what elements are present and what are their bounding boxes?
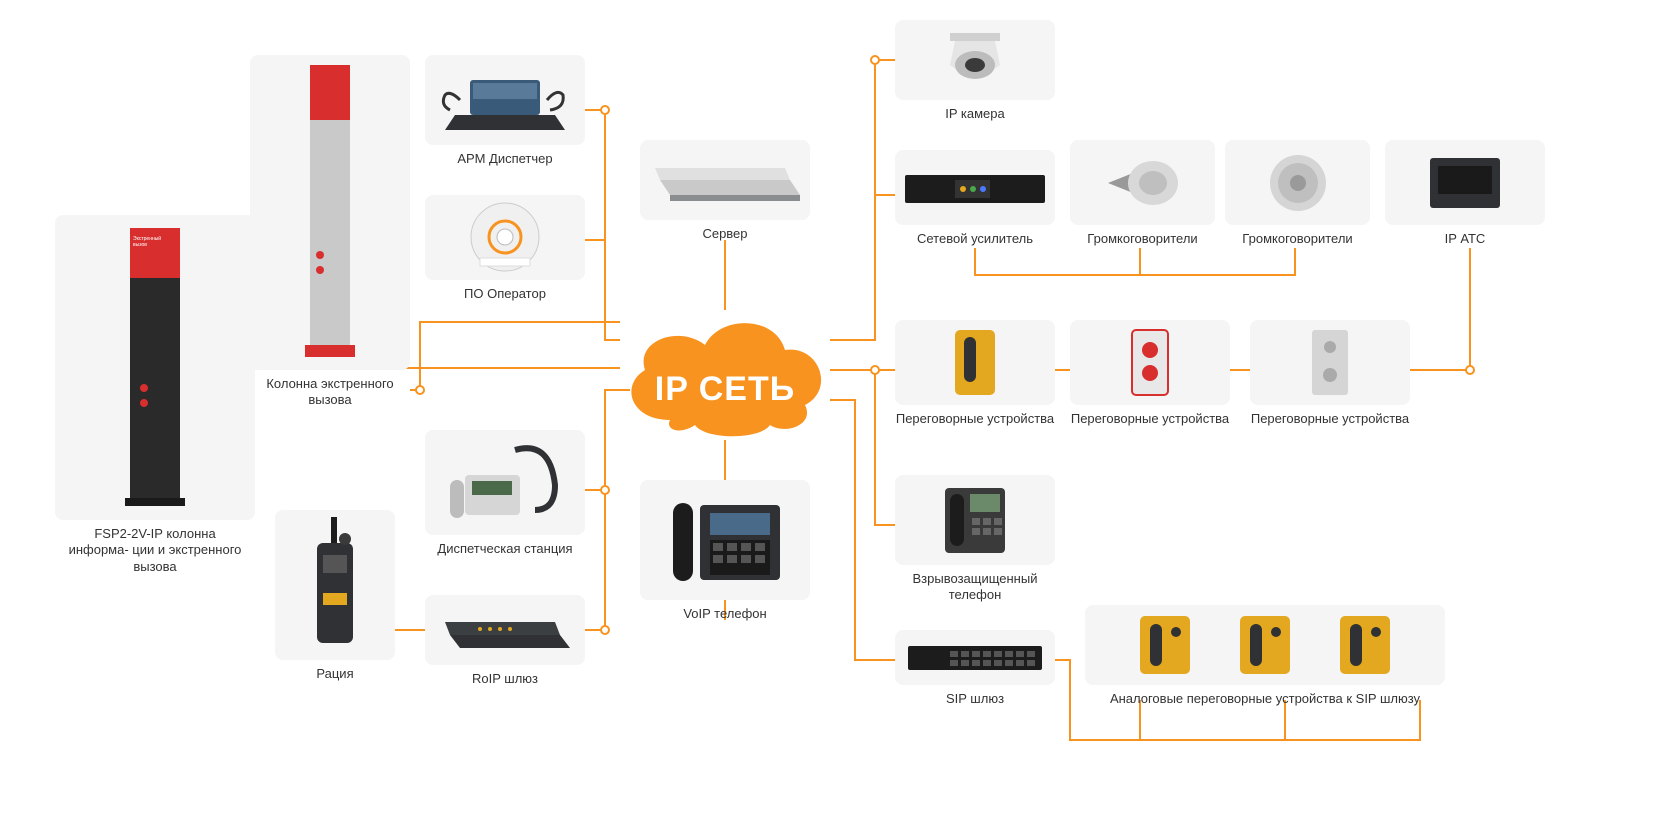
node-ip-atc: IP АТС (1385, 140, 1545, 247)
node-emergency-column: Колонна экстренного вызова (250, 55, 410, 409)
node-label: Диспетческая станция (437, 541, 572, 557)
svg-text:вызов: вызов (133, 242, 147, 248)
node-ip-camera: IP камера (895, 20, 1055, 122)
svg-text:Экстренный: Экстренный (133, 235, 161, 242)
junction-dot (600, 485, 610, 495)
junction-dot (600, 625, 610, 635)
node-label: АРМ Диспетчер (457, 151, 552, 167)
node-dispatch-station: Диспетческая станция (425, 430, 585, 557)
node-label: VoIP телефон (683, 606, 766, 622)
voip-phone-icon (655, 485, 795, 595)
wall-speaker-icon (1410, 148, 1520, 218)
node-intercom-red: Переговорные устройства (1070, 320, 1230, 427)
node-server: Сервер (640, 140, 810, 242)
node-label: IP камера (945, 106, 1005, 122)
junction-dot (1465, 365, 1475, 375)
node-speakers-round: Громкоговорители (1225, 140, 1370, 247)
node-label: Взрывозащищенный телефон (895, 571, 1055, 604)
junction-dot (415, 385, 425, 395)
node-label: Рация (316, 666, 353, 682)
node-analog-sip-devices: Аналоговые переговорные устройства к SIP… (1085, 605, 1445, 707)
node-intercom-steel: Переговорные устройства (1250, 320, 1410, 427)
node-label: Сетевой усилитель (917, 231, 1033, 247)
node-label: Аналоговые переговорные устройства к SIP… (1110, 691, 1420, 707)
node-speakers-horn: Громкоговорители (1070, 140, 1215, 247)
handheld-radio-icon (295, 515, 375, 655)
node-label: Громкоговорители (1087, 231, 1197, 247)
intercom-icon (1330, 610, 1400, 680)
horn-speaker-icon (1088, 148, 1198, 218)
intercom-icon (1230, 610, 1300, 680)
software-cd-icon (460, 200, 550, 275)
node-radio: Рация (275, 510, 395, 682)
node-label: Громкоговорители (1242, 231, 1352, 247)
node-label: FSP2-2V-IP колонна информа- ции и экстре… (65, 526, 245, 575)
node-roip-gateway: RoIP шлюз (425, 595, 585, 687)
console-icon (435, 60, 575, 140)
callpoint-silver-icon (285, 65, 375, 360)
rack-server-icon (650, 150, 800, 210)
ip-network-cloud: IP СЕТЬ (610, 300, 840, 440)
node-label: Переговорные устройства (1251, 411, 1409, 427)
node-label: IP АТС (1445, 231, 1486, 247)
intercom-icon (940, 325, 1010, 400)
round-speaker-icon (1253, 148, 1343, 218)
cloud-label: IP СЕТЬ (610, 370, 840, 409)
node-label: ПО Оператор (464, 286, 546, 302)
junction-dot (600, 105, 610, 115)
node-operator-software: ПО Оператор (425, 195, 585, 302)
camera-icon (925, 25, 1025, 95)
node-intercom-gold: Переговорные устройства (895, 320, 1055, 427)
amplifier-icon (900, 160, 1050, 215)
node-fsp-column: Экстренный вызов FSP2-2V-IP колонна инфо… (55, 215, 255, 575)
node-label: Сервер (702, 226, 747, 242)
node-sip-gateway: SIP шлюз (895, 630, 1055, 707)
intercom-icon (1300, 325, 1360, 400)
desk-phone-icon (440, 435, 570, 530)
intercom-icon (1120, 325, 1180, 400)
node-label: Переговорные устройства (1071, 411, 1229, 427)
node-explosion-phone: Взрывозащищенный телефон (895, 475, 1055, 604)
node-label: RoIP шлюз (472, 671, 538, 687)
node-voip-phone: VoIP телефон (640, 480, 810, 622)
junction-dot (870, 365, 880, 375)
node-label: Переговорные устройства (896, 411, 1054, 427)
callpoint-black-icon: Экстренный вызов (100, 228, 210, 508)
node-label: Колонна экстренного вызова (250, 376, 410, 409)
junction-dot (870, 55, 880, 65)
industrial-phone-icon (930, 480, 1020, 560)
node-network-amplifier: Сетевой усилитель (895, 150, 1055, 247)
node-arm-dispatcher: АРМ Диспетчер (425, 55, 585, 167)
switch-icon (900, 634, 1050, 682)
gateway-icon (435, 600, 575, 660)
intercom-icon (1130, 610, 1200, 680)
node-label: SIP шлюз (946, 691, 1004, 707)
